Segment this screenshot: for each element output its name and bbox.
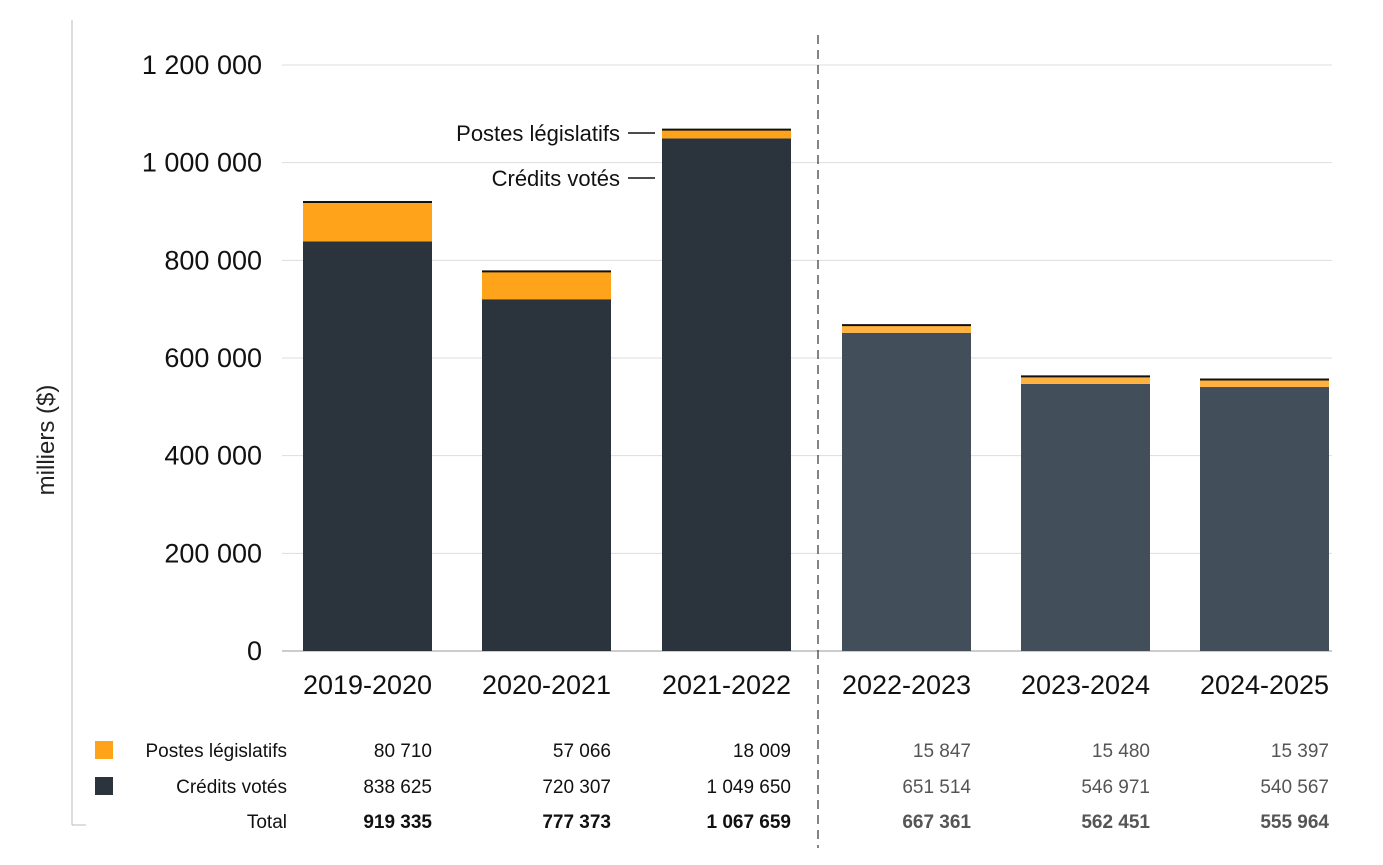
- bar-credits-votes: [1021, 383, 1150, 651]
- x-tick-label: 2020-2021: [482, 670, 611, 700]
- bar-credits-votes: [842, 332, 971, 651]
- x-tick-label: 2021-2022: [662, 670, 791, 700]
- x-tick-label: 2023-2024: [1021, 670, 1150, 700]
- table-cell: 1 049 650: [706, 777, 791, 798]
- legend-swatch: [95, 777, 113, 795]
- y-tick-label: 1 200 000: [142, 50, 262, 80]
- table-cell: 1 067 659: [706, 812, 791, 833]
- x-tick-label: 2019-2020: [303, 670, 432, 700]
- y-tick-label: 400 000: [164, 441, 262, 471]
- y-axis-label: milliers ($): [33, 385, 60, 496]
- table-cell: 667 361: [902, 812, 971, 833]
- svg-text:Crédits votés: Crédits votés: [492, 166, 620, 191]
- table-row-label: Crédits votés: [176, 777, 287, 798]
- x-tick-label: 2024-2025: [1200, 670, 1329, 700]
- bar-postes-legislatifs: [1021, 376, 1150, 384]
- y-tick-label: 200 000: [164, 538, 262, 568]
- table-cell: 838 625: [363, 777, 432, 798]
- table-cell: 57 066: [553, 741, 611, 762]
- table-cell: 720 307: [542, 777, 611, 798]
- y-tick-label: 800 000: [164, 245, 262, 275]
- table-cell: 15 397: [1271, 741, 1329, 762]
- y-tick-label: 600 000: [164, 343, 262, 373]
- y-tick-label: 1 000 000: [142, 148, 262, 178]
- annotation-postes: Postes législatifs: [456, 121, 655, 146]
- table-row-label: Total: [247, 812, 287, 833]
- bar-credits-votes: [482, 299, 611, 651]
- table-cell: 80 710: [374, 741, 432, 762]
- x-tick-label: 2022-2023: [842, 670, 971, 700]
- legend-swatch: [95, 741, 113, 759]
- annotation-credits: Crédits votés: [492, 166, 655, 191]
- table-row-label: Postes législatifs: [145, 741, 287, 762]
- table-cell: 15 847: [913, 741, 971, 762]
- bar-postes-legislatifs: [1200, 379, 1329, 388]
- bar-credits-votes: [1200, 387, 1329, 651]
- bar-postes-legislatifs: [303, 202, 432, 242]
- table-cell: 540 567: [1260, 777, 1329, 798]
- table-cell: 15 480: [1092, 741, 1150, 762]
- bar-postes-legislatifs: [842, 325, 971, 333]
- table-cell: 546 971: [1081, 777, 1150, 798]
- table-cell: 18 009: [733, 741, 791, 762]
- y-tick-label: 0: [247, 636, 262, 666]
- table-cell: 919 335: [363, 812, 432, 833]
- bar-credits-votes: [662, 138, 791, 652]
- bar-postes-legislatifs: [482, 271, 611, 300]
- bar-credits-votes: [303, 241, 432, 652]
- table-cell: 562 451: [1081, 812, 1150, 833]
- table-cell: 651 514: [902, 777, 971, 798]
- bar-postes-legislatifs: [662, 129, 791, 139]
- svg-text:Postes législatifs: Postes législatifs: [456, 121, 620, 146]
- table-cell: 777 373: [542, 812, 611, 833]
- table-cell: 555 964: [1260, 812, 1329, 833]
